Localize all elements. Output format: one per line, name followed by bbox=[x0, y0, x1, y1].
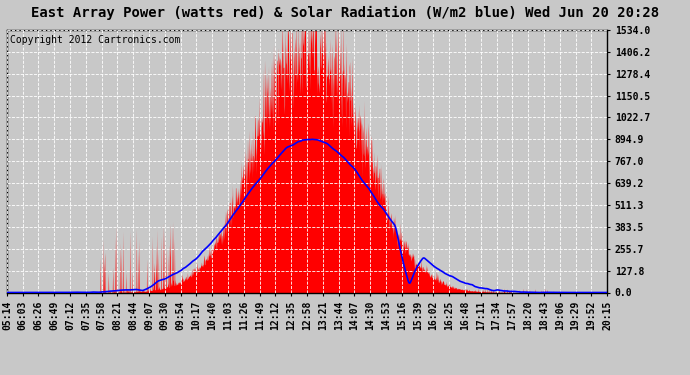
Text: Copyright 2012 Cartronics.com: Copyright 2012 Cartronics.com bbox=[10, 35, 180, 45]
Text: East Array Power (watts red) & Solar Radiation (W/m2 blue) Wed Jun 20 20:28: East Array Power (watts red) & Solar Rad… bbox=[31, 6, 659, 20]
